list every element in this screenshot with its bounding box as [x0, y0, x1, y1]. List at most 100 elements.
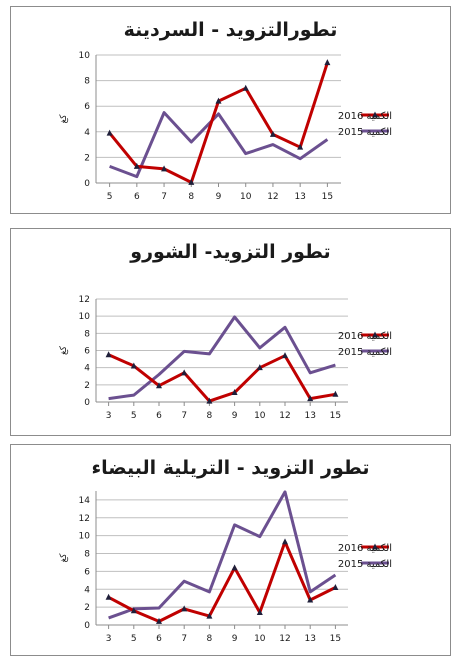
line-chart: 0 2 4 6 8 10 12 14 3 5 6 7 8 9 10 12 13 15 كغ الكمية 2016 ال…	[59, 490, 392, 644]
y-tick-label: 6	[84, 347, 90, 357]
x-tick-label: 15	[330, 634, 341, 644]
data-point-marker	[156, 617, 162, 624]
data-point-marker	[256, 364, 263, 371]
y-tick-label: 2	[84, 603, 90, 613]
chart-panel-2: تطور التزويد- الشورو 0 2 4 6 8 10 12 3 5 6 7 8 9 10 12…	[10, 228, 451, 436]
y-tick-label: 0	[84, 621, 90, 631]
data-point-marker	[256, 608, 263, 615]
line-chart: 0 2 4 6 8 10 12 3 5 6 7 8 9 10 12 13 15 كغ الكمية 2016 الكم…	[59, 295, 392, 421]
y-tick-label: 8	[84, 550, 90, 560]
x-tick-label: 10	[254, 411, 266, 421]
y-tick-label: 10	[79, 532, 91, 542]
data-point-marker	[161, 165, 168, 172]
x-tick-label: 13	[304, 634, 315, 644]
data-point-marker	[307, 395, 314, 402]
x-tick-label: 10	[240, 192, 252, 202]
y-tick-label: 8	[84, 329, 90, 339]
legend-label: الكمية 2016	[338, 331, 392, 342]
x-tick-label: 5	[107, 192, 113, 202]
y-tick-label: 8	[84, 77, 90, 87]
data-point-marker	[307, 596, 314, 603]
chart-title: تطور التزويد- الشورو	[130, 241, 331, 263]
data-point-marker	[206, 612, 213, 619]
data-point-marker	[181, 605, 188, 612]
y-tick-label: 2	[84, 153, 90, 163]
series-line-2016	[107, 353, 336, 403]
y-tick-label: 6	[84, 102, 90, 112]
data-point-marker	[282, 538, 288, 545]
data-point-marker	[332, 583, 339, 590]
data-point-marker	[231, 564, 238, 571]
legend-label: الكمية 2015	[338, 559, 392, 570]
x-tick-label: 15	[330, 411, 341, 421]
y-tick-label: 6	[84, 567, 90, 577]
series-line-2015	[108, 490, 337, 620]
chart-title: تطورالتزويد - السردينة	[123, 19, 338, 41]
x-tick-label: 13	[294, 192, 305, 202]
data-point-marker	[242, 84, 249, 91]
data-point-marker	[156, 382, 162, 389]
data-point-marker	[297, 143, 304, 150]
legend-marker	[372, 111, 378, 118]
y-tick-label: 10	[79, 51, 91, 61]
data-point-marker	[106, 129, 113, 136]
data-point-marker	[332, 390, 339, 397]
legend-label: الكمية 2016	[338, 543, 392, 554]
x-tick-label: 6	[134, 192, 140, 202]
x-tick-label: 15	[322, 192, 333, 202]
data-point-marker	[133, 162, 140, 169]
y-tick-label: 10	[79, 312, 91, 322]
chart-title: تطور التزويد - التريلية البيضاء	[91, 457, 370, 479]
x-tick-label: 9	[232, 411, 238, 421]
y-tick-label: 4	[84, 128, 90, 138]
data-point-marker	[324, 59, 331, 66]
x-tick-label: 6	[156, 634, 162, 644]
series-line-2015	[109, 111, 329, 179]
data-point-marker	[130, 607, 137, 614]
data-point-marker	[105, 351, 112, 358]
x-tick-label: 10	[254, 634, 266, 644]
x-tick-label: 9	[216, 192, 222, 202]
x-tick-label: 8	[207, 411, 213, 421]
series-line-2016	[107, 540, 337, 623]
x-tick-label: 12	[267, 192, 278, 202]
y-axis-label: كغ	[59, 553, 69, 563]
y-tick-label: 0	[84, 179, 90, 189]
data-point-marker	[206, 397, 213, 404]
legend-label: الكمية 2015	[338, 347, 392, 358]
x-tick-label: 3	[106, 411, 112, 421]
y-tick-label: 14	[79, 496, 91, 506]
line-chart: 0 2 4 6 8 10 5 6 7 8 9 10 12 13 15 كغ الكمية 2016 الكمية …	[59, 51, 392, 202]
y-tick-label: 12	[79, 514, 90, 524]
y-tick-label: 4	[84, 585, 90, 595]
data-point-marker	[181, 369, 188, 376]
data-point-marker	[105, 593, 112, 600]
data-point-marker	[188, 178, 195, 185]
data-point-marker	[231, 389, 238, 396]
legend-marker	[372, 543, 378, 550]
x-tick-label: 3	[106, 634, 112, 644]
chart-panel-3: تطور التزويد - التريلية البيضاء 0 2 4 6 8 10 1…	[10, 444, 451, 656]
x-tick-label: 7	[161, 192, 167, 202]
y-axis-label: كغ	[59, 345, 69, 355]
x-tick-label: 12	[279, 634, 290, 644]
x-tick-label: 7	[181, 634, 187, 644]
chart-panel-1: تطورالتزويد - السردينة 0 2 4 6 8 10 5 6 7 8 9 10 12 1…	[10, 6, 451, 214]
x-tick-label: 9	[232, 634, 238, 644]
x-tick-label: 5	[131, 411, 137, 421]
x-tick-label: 8	[207, 634, 213, 644]
x-tick-label: 5	[131, 634, 137, 644]
x-tick-label: 8	[188, 192, 194, 202]
y-tick-label: 12	[79, 295, 90, 305]
data-point-marker	[130, 362, 137, 369]
series-line-2015	[108, 315, 336, 401]
legend-label: الكمية 2016	[338, 111, 392, 122]
x-tick-label: 12	[279, 411, 290, 421]
data-point-marker	[269, 130, 276, 137]
y-tick-label: 0	[84, 398, 90, 408]
x-tick-label: 13	[304, 411, 315, 421]
data-point-marker	[215, 97, 222, 104]
x-tick-label: 7	[181, 411, 187, 421]
data-point-marker	[282, 352, 288, 359]
y-tick-label: 4	[84, 364, 90, 374]
